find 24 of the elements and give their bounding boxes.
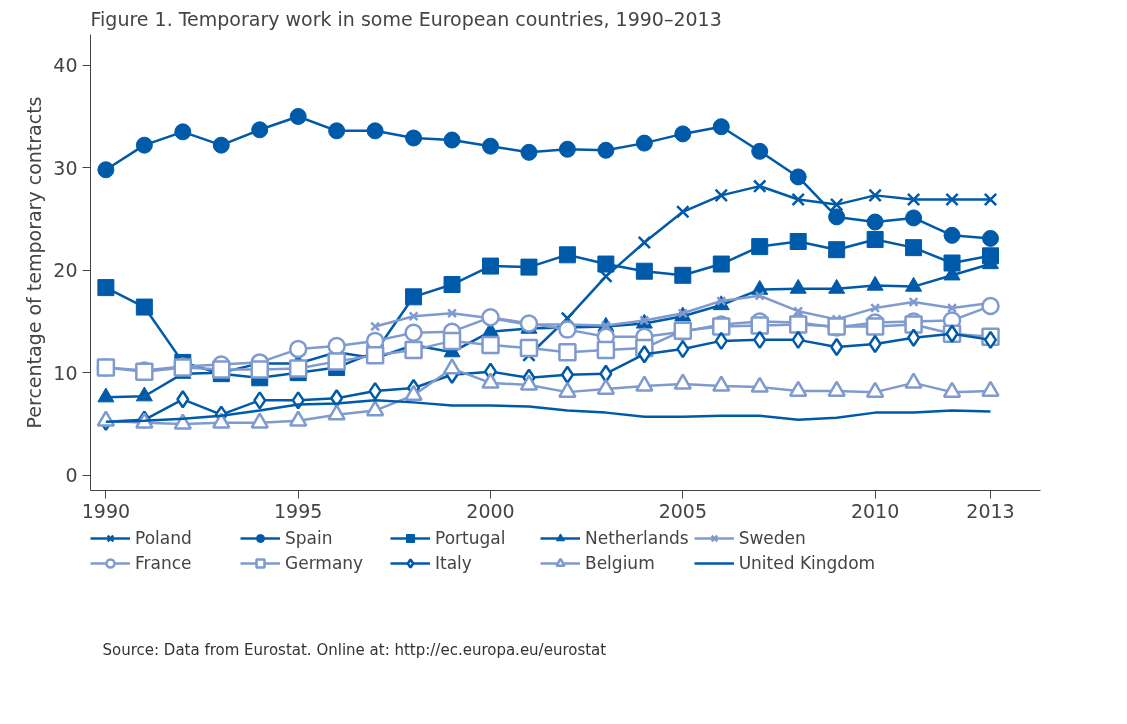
y-tick-label: 20: [53, 259, 78, 282]
legend-label: Netherlands: [585, 528, 689, 548]
x-tick-label: 2010: [850, 499, 900, 522]
y-tick-label: 30: [53, 156, 78, 179]
y-tick-label: 0: [65, 464, 78, 487]
legend-label: France: [135, 553, 193, 573]
chart-title: Figure 1. Temporary work in some European countries, 1990–2013: [90, 7, 722, 30]
x-tick-label: 2013: [966, 499, 1015, 522]
y-tick-label: 10: [53, 361, 78, 384]
y-tick-label: 40: [53, 54, 78, 77]
x-tick-label: 2005: [658, 499, 707, 522]
x-tick-label: 2000: [466, 499, 515, 522]
legend-label: Belgium: [585, 553, 656, 573]
legend-label: United Kingdom: [738, 553, 876, 573]
legend-label: Italy: [435, 553, 473, 573]
legend-label: Poland: [135, 528, 193, 548]
legend-label: Portugal: [435, 528, 507, 548]
x-tick-label: 1990: [81, 499, 131, 522]
legend-label: Sweden: [738, 528, 807, 548]
legend-label: Spain: [285, 528, 334, 548]
legend-label: Germany: [285, 553, 365, 573]
x-tick-label: 1995: [274, 499, 323, 522]
y-axis-title: Percentage of temporary contracts: [23, 96, 46, 429]
source-note: Source: Data from Eurostat. Online at: http://ec.europa.eu/eurostat: [102, 640, 607, 659]
